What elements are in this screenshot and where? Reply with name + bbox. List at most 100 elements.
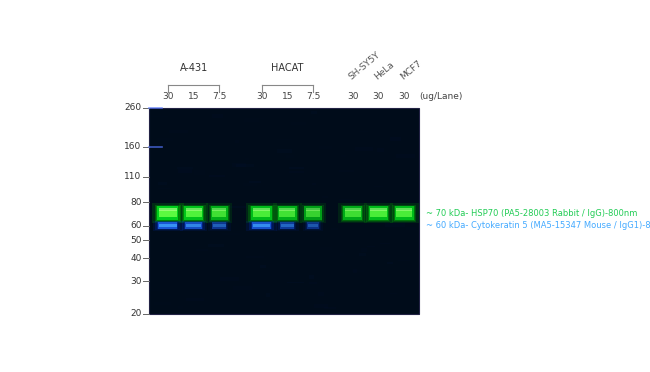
Bar (339, 203, 367, 224)
Bar (177, 167, 194, 169)
Bar (281, 224, 294, 227)
Bar (278, 215, 285, 217)
Text: 30: 30 (372, 92, 384, 101)
Bar (377, 148, 384, 152)
Bar (253, 208, 270, 211)
Bar (395, 206, 414, 220)
Bar (181, 205, 205, 222)
Bar (185, 208, 202, 211)
Bar (151, 116, 168, 117)
Text: 30: 30 (347, 92, 359, 101)
Bar (169, 129, 188, 133)
Bar (332, 228, 338, 230)
Bar (196, 249, 208, 251)
Text: 30: 30 (398, 92, 410, 101)
Bar (359, 253, 366, 256)
Bar (311, 111, 317, 114)
Bar (250, 181, 261, 183)
Text: MCF7: MCF7 (398, 59, 423, 82)
Bar (364, 203, 393, 224)
Text: 50: 50 (130, 236, 142, 245)
Bar (184, 206, 203, 220)
Bar (343, 206, 362, 220)
Bar (212, 210, 226, 217)
Bar (211, 228, 227, 230)
Bar (211, 206, 228, 220)
Bar (304, 221, 322, 231)
Bar (159, 224, 177, 227)
Bar (246, 203, 278, 224)
Text: 30: 30 (130, 277, 142, 286)
Bar (367, 246, 374, 247)
Bar (157, 138, 172, 141)
Bar (319, 146, 332, 148)
Bar (236, 164, 254, 167)
Bar (277, 206, 288, 207)
Bar (280, 210, 295, 217)
Bar (157, 206, 179, 220)
Bar (159, 210, 177, 217)
Bar (307, 222, 319, 229)
Bar (213, 224, 226, 227)
Bar (220, 277, 239, 280)
Bar (394, 206, 415, 221)
Bar (356, 147, 373, 151)
Bar (289, 167, 304, 169)
Bar (159, 208, 177, 211)
Text: 260: 260 (125, 103, 142, 112)
Bar (155, 205, 181, 222)
Bar (309, 282, 317, 284)
Bar (305, 221, 321, 230)
Bar (277, 149, 292, 153)
Bar (158, 188, 170, 189)
Bar (302, 205, 324, 222)
Bar (403, 206, 412, 209)
Bar (209, 205, 230, 222)
Bar (344, 210, 361, 217)
Bar (213, 114, 223, 118)
Text: 30: 30 (162, 92, 174, 101)
Bar (341, 205, 365, 222)
Bar (245, 118, 264, 119)
Bar (406, 227, 416, 230)
Bar (153, 221, 183, 231)
Bar (159, 222, 177, 229)
Bar (244, 119, 259, 122)
Bar (374, 186, 383, 187)
Bar (344, 208, 361, 211)
Bar (392, 205, 416, 222)
Bar (248, 205, 275, 222)
Text: ~ 60 kDa- Cytokeratin 5 (MA5-15347 Mouse / IgG1)-800nm: ~ 60 kDa- Cytokeratin 5 (MA5-15347 Mouse… (426, 221, 650, 230)
Bar (390, 137, 401, 141)
Bar (339, 253, 344, 256)
Bar (242, 183, 257, 186)
Bar (231, 163, 246, 167)
Text: 15: 15 (281, 92, 293, 101)
Bar (222, 233, 240, 235)
Bar (390, 203, 419, 224)
Bar (291, 122, 306, 125)
Bar (212, 208, 226, 211)
Text: 40: 40 (130, 254, 142, 263)
Bar (158, 182, 167, 185)
Text: SH-SY5Y: SH-SY5Y (347, 51, 382, 82)
Bar (398, 260, 410, 262)
Bar (179, 203, 208, 224)
Bar (307, 224, 318, 227)
Bar (300, 203, 326, 224)
Bar (306, 208, 320, 211)
Text: 30: 30 (256, 92, 267, 101)
Bar (209, 176, 226, 177)
Bar (278, 139, 292, 140)
Bar (306, 222, 320, 229)
Bar (387, 262, 393, 264)
Bar (368, 206, 389, 221)
Bar (289, 171, 304, 173)
Bar (161, 203, 174, 206)
Bar (276, 221, 298, 231)
Bar (185, 222, 202, 229)
Bar (152, 203, 184, 224)
Bar (354, 209, 367, 212)
Bar (249, 221, 274, 230)
Bar (278, 221, 296, 230)
